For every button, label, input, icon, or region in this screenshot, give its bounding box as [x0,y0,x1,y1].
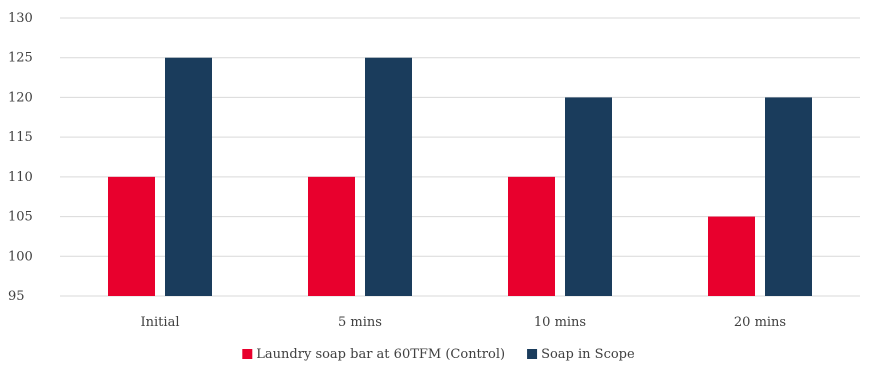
x-tick-label: Initial [141,315,180,330]
y-tick-label: 100 [8,249,33,264]
x-tick-label: 10 mins [534,315,586,330]
x-tick-label: 5 mins [338,315,382,330]
y-axis-ticks: 95 100 105 110 115 120 125 130 [8,11,33,304]
legend-item-0: Laundry soap bar at 60TFM (Control) [242,347,505,362]
y-tick-label: 125 [8,51,33,66]
legend-swatch [242,349,253,359]
bar-soap-in-scope-2 [565,97,612,296]
bar-control-1 [308,176,355,296]
bar-soap-in-scope-3 [765,97,812,296]
legend-label: Laundry soap bar at 60TFM (Control) [256,347,505,362]
legend: Laundry soap bar at 60TFM (Control) Soap … [242,347,635,362]
y-tick-label: 115 [8,130,33,145]
x-tick-label: 20 mins [734,315,786,330]
legend-swatch [527,349,538,359]
bar-control-0 [108,176,155,296]
bar-control-3 [708,216,755,296]
legend-label: Soap in Scope [541,347,635,362]
y-tick-label: 120 [8,90,33,105]
bar-soap-in-scope-1 [365,57,412,296]
legend-item-1: Soap in Scope [527,347,635,362]
y-tick-label: 95 [8,289,25,304]
y-tick-label: 110 [8,170,33,185]
y-tick-label: 130 [8,11,33,26]
bar-soap-in-scope-0 [165,57,212,296]
y-tick-label: 105 [8,210,33,225]
x-axis-ticks: Initial 5 mins 10 mins 20 mins [141,315,787,330]
bar-control-2 [508,176,555,296]
bars [108,57,812,296]
